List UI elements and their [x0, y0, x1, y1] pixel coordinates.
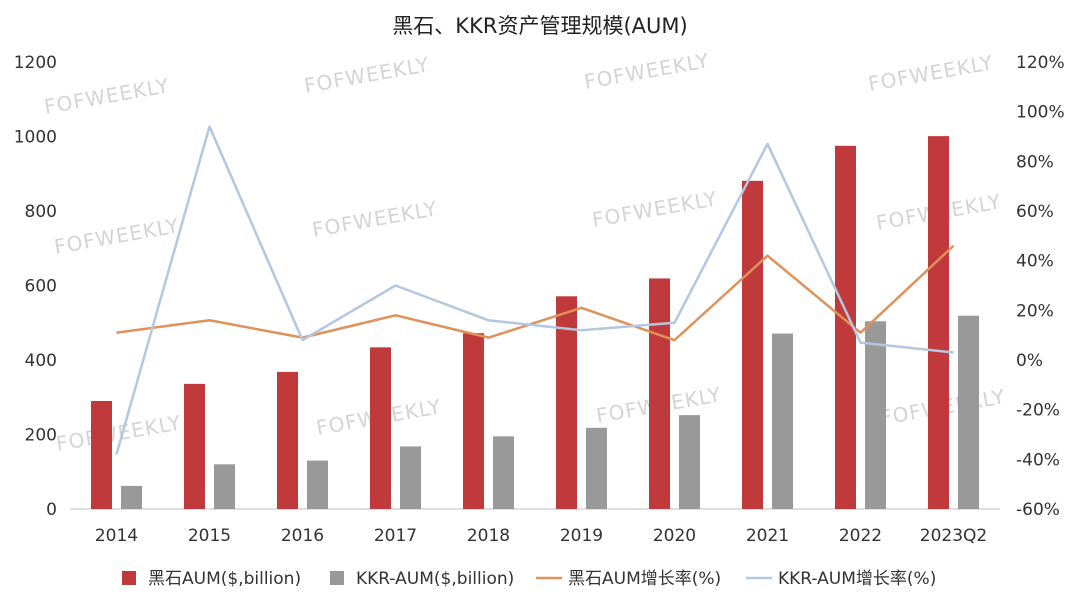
bar-blackstone [928, 136, 949, 509]
x-tick-label: 2023Q2 [920, 526, 987, 546]
x-tick-label: 2022 [839, 526, 882, 546]
watermark-text: FOFWEEKLY [52, 213, 181, 259]
legend-swatch [330, 571, 344, 585]
right-tick-label: 100% [1016, 103, 1065, 123]
watermark-text: FOFWEEKLY [590, 186, 719, 232]
watermark-text: FOFWEEKLY [302, 52, 431, 98]
x-tick-label: 2015 [188, 526, 231, 546]
x-axis: 2014 2015 2016 2017 2018 2019 2020 2021 2022 2023… [95, 526, 987, 546]
right-tick-label: -40% [1016, 450, 1060, 470]
x-tick-label: 2020 [653, 526, 696, 546]
x-tick-label: 2017 [374, 526, 417, 546]
bar-kkr [400, 446, 421, 509]
bar-kkr [772, 333, 793, 509]
bar-kkr [214, 464, 235, 509]
left-tick-label: 0 [46, 500, 57, 520]
right-tick-label: 60% [1016, 202, 1054, 222]
watermark-text: FOFWEEKLY [42, 73, 171, 119]
bar-kkr [493, 436, 514, 509]
right-tick-label: 0% [1016, 351, 1043, 371]
bar-blackstone [835, 145, 856, 509]
legend-label: KKR-AUM($,billion) [356, 569, 514, 589]
bar-kkr [679, 415, 700, 509]
x-tick-label: 2019 [560, 526, 603, 546]
legend: 黑石AUM($,billion) KKR-AUM($,billion) 黑石AUM增… [122, 569, 936, 589]
right-tick-label: 120% [1016, 53, 1065, 73]
bar-kkr [121, 485, 142, 509]
right-tick-label: -60% [1016, 500, 1060, 520]
right-axis: -60% -40% -20% 0% 20% 40% 60% 80% 100% 120% [1016, 53, 1065, 520]
left-tick-label: 1200 [14, 53, 57, 73]
bar-blackstone [463, 333, 484, 509]
left-tick-label: 200 [25, 426, 57, 446]
right-tick-label: -20% [1016, 401, 1060, 421]
bar-kkr [307, 460, 328, 509]
bar-blackstone [91, 400, 112, 509]
bar-kkr [958, 315, 979, 509]
x-tick-label: 2021 [746, 526, 789, 546]
right-tick-label: 40% [1016, 252, 1054, 272]
line-blackstone-growth [116, 244, 955, 342]
line-series [115, 125, 955, 455]
legend-label: 黑石AUM($,billion) [148, 569, 301, 589]
legend-label: 黑石AUM增长率(%) [568, 569, 721, 589]
bar-blackstone [742, 180, 763, 509]
left-tick-label: 600 [25, 277, 57, 297]
right-tick-label: 80% [1016, 152, 1054, 172]
left-axis: 0 200 400 600 800 1000 1200 [14, 53, 57, 520]
bar-blackstone [649, 278, 670, 509]
x-tick-label: 2016 [281, 526, 324, 546]
watermark-text: FOFWEEKLY [582, 48, 711, 94]
watermark-text: FOFWEEKLY [866, 50, 995, 96]
watermark-text: FOFWEEKLY [310, 196, 439, 242]
chart-title: 黑石、KKR资产管理规模(AUM) [392, 14, 687, 38]
bar-kkr [865, 321, 886, 509]
bar-blackstone [184, 383, 205, 509]
legend-swatch [122, 571, 136, 585]
legend-label: KKR-AUM增长率(%) [778, 569, 936, 589]
x-tick-label: 2014 [95, 526, 138, 546]
bar-series [91, 136, 979, 509]
bar-blackstone [370, 347, 391, 509]
left-tick-label: 400 [25, 351, 57, 371]
bar-blackstone [277, 371, 298, 509]
right-tick-label: 20% [1016, 301, 1054, 321]
x-tick-label: 2018 [467, 526, 510, 546]
bar-kkr [586, 427, 607, 509]
line-kkr-growth [115, 125, 954, 455]
left-tick-label: 1000 [14, 128, 57, 148]
left-tick-label: 800 [25, 202, 57, 222]
bar-blackstone [556, 296, 577, 509]
